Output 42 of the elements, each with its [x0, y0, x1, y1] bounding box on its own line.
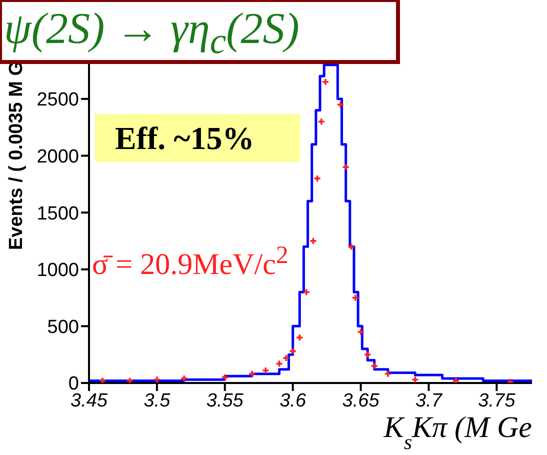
point — [351, 294, 360, 302]
point — [302, 288, 310, 296]
y-tick-label: 2500 — [36, 90, 79, 111]
y-tick-label: 1000 — [36, 260, 79, 282]
point — [384, 370, 392, 378]
point — [411, 376, 420, 383]
point — [322, 78, 330, 86]
point — [342, 163, 350, 171]
point — [282, 354, 290, 362]
annotation: Eff. ~15% — [95, 114, 300, 162]
x-tick-label: 3.55 — [206, 390, 244, 412]
point — [313, 174, 322, 182]
x-tick-label: 3.75 — [478, 390, 516, 412]
x-tick-label: 3.5 — [144, 390, 171, 412]
point — [336, 100, 344, 108]
point — [275, 360, 284, 368]
y-tick-label: 2000 — [36, 146, 79, 168]
point — [248, 370, 256, 378]
x-tick-label: 3.65 — [342, 390, 380, 412]
point — [347, 242, 356, 251]
chart-title: ψ(2S) → γη$_{c}$(2S) — [3, 3, 300, 61]
x-axis-title: K$_{s}$Kπ (M Ge — [382, 411, 532, 454]
point — [126, 376, 134, 383]
point — [288, 347, 297, 356]
point — [370, 362, 378, 370]
point — [220, 373, 229, 382]
point — [317, 118, 326, 126]
point — [296, 334, 304, 342]
y-tick-label: 500 — [47, 316, 79, 338]
point — [153, 376, 161, 383]
annotation: σ̄ = 20.9MeV/c$^{2}$ — [92, 242, 288, 282]
x-tick-label: 3.6 — [280, 390, 306, 412]
point — [180, 374, 188, 382]
x-tick-label: 3.7 — [416, 390, 444, 412]
x-tick-label: 3.45 — [70, 390, 108, 412]
point — [262, 366, 270, 374]
point — [364, 350, 372, 358]
point — [356, 328, 365, 336]
point — [452, 376, 460, 383]
point — [98, 376, 106, 383]
point — [309, 237, 318, 245]
y-tick-label: 1500 — [36, 203, 79, 224]
